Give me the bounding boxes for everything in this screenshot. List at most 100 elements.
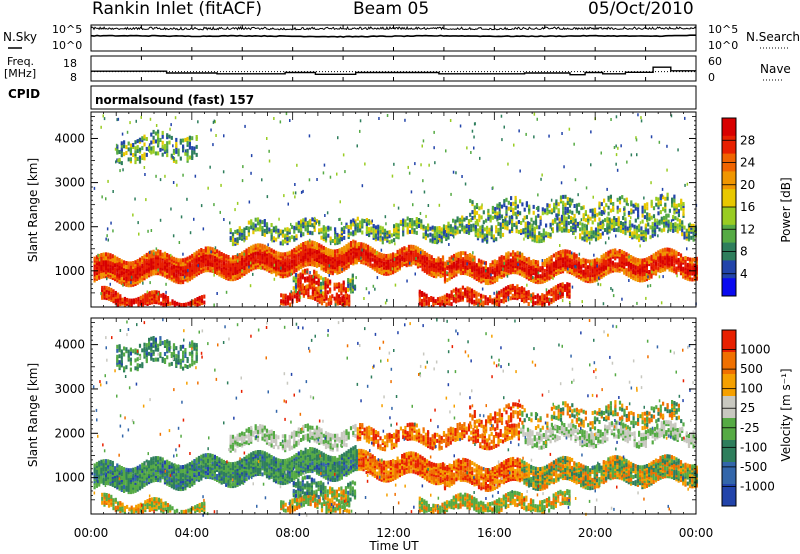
heatmap-cell xyxy=(641,209,644,214)
heatmap-cell xyxy=(155,296,158,301)
heatmap-cell xyxy=(627,273,630,278)
heatmap-cell xyxy=(393,224,396,229)
heatmap-cell xyxy=(318,228,321,233)
heatmap-cell xyxy=(500,271,503,275)
heatmap-cell xyxy=(263,219,266,223)
heatmap-cell xyxy=(541,207,544,212)
heatmap-cell xyxy=(247,226,250,231)
heatmap-cell xyxy=(675,203,678,208)
heatmap-cell xyxy=(302,218,305,223)
heatmap-cell xyxy=(300,219,303,224)
heatmap-cell xyxy=(410,244,413,249)
heatmap-cell xyxy=(119,294,122,299)
heatmap-cell xyxy=(585,236,588,241)
heatmap-cell xyxy=(412,252,415,257)
heatmap-cell xyxy=(155,290,158,295)
heatmap-cell xyxy=(277,228,280,233)
heatmap-cell xyxy=(582,205,585,210)
heatmap-cell xyxy=(565,222,568,227)
heatmap-cell xyxy=(489,295,492,300)
heatmap-cell xyxy=(476,222,480,227)
heatmap-cell xyxy=(320,301,324,306)
cpid-value: normalsound (fast) 157 xyxy=(95,93,254,107)
heatmap-cell xyxy=(531,227,534,232)
heatmap-cell xyxy=(593,258,596,263)
heatmap-cell xyxy=(334,227,337,232)
heatmap-cell xyxy=(557,260,560,265)
heatmap-cell xyxy=(473,146,475,150)
heatmap-cell xyxy=(445,225,448,230)
heatmap-cell xyxy=(161,152,164,157)
heatmap-cell xyxy=(666,192,669,197)
heatmap-cell xyxy=(561,267,565,272)
heatmap-cell xyxy=(669,222,672,227)
heatmap-cell xyxy=(367,262,370,267)
heatmap-cell xyxy=(532,204,535,209)
heatmap-cell xyxy=(412,244,415,249)
heatmap-cell xyxy=(374,229,377,234)
heatmap-cell xyxy=(462,257,465,262)
heatmap-cell xyxy=(691,277,694,282)
heatmap-cell xyxy=(396,249,399,254)
heatmap-cell xyxy=(238,253,241,257)
heatmap-cell xyxy=(301,283,304,288)
heatmap-cell xyxy=(225,254,228,259)
heatmap-cell xyxy=(641,213,644,218)
heatmap-cell xyxy=(146,296,149,300)
heatmap-cell xyxy=(552,273,555,278)
heatmap-cell xyxy=(491,276,494,281)
heatmap-cell xyxy=(630,255,633,259)
heatmap-cell xyxy=(448,276,451,281)
heatmap-cell xyxy=(571,251,573,255)
heatmap-cell xyxy=(616,262,619,267)
heatmap-cell xyxy=(690,223,693,228)
heatmap-cell xyxy=(688,257,692,262)
heatmap-cell xyxy=(554,289,557,294)
heatmap-cell xyxy=(496,203,499,208)
heatmap-cell xyxy=(624,217,627,222)
heatmap-cell xyxy=(191,253,194,258)
heatmap-cell xyxy=(245,266,248,271)
heatmap-cell xyxy=(532,300,535,305)
heatmap-cell xyxy=(204,246,207,251)
heatmap-cell xyxy=(227,255,230,259)
heatmap-cell xyxy=(498,214,501,218)
heatmap-cell xyxy=(618,196,622,201)
heatmap-cell xyxy=(668,208,671,213)
heatmap-cell xyxy=(405,253,408,258)
heatmap-cell xyxy=(525,132,527,136)
heatmap-cell xyxy=(552,261,555,266)
heatmap-cell xyxy=(404,219,407,224)
heatmap-cell xyxy=(281,252,284,257)
heatmap-cell xyxy=(463,225,466,230)
heatmap-cell xyxy=(650,199,653,204)
heatmap-cell xyxy=(254,255,257,260)
heatmap-cell xyxy=(348,298,351,303)
heatmap-cell xyxy=(405,247,408,252)
heatmap-cell xyxy=(175,137,178,142)
heatmap-cell xyxy=(561,263,565,268)
heatmap-cell xyxy=(377,230,380,235)
heatmap-cell xyxy=(684,256,687,260)
heatmap-cell xyxy=(477,258,481,263)
heatmap-cell xyxy=(538,231,541,236)
heatmap-cell xyxy=(319,285,323,290)
heatmap-cell xyxy=(381,236,384,241)
heatmap-cell xyxy=(154,139,157,144)
heatmap-cell xyxy=(614,268,617,273)
heatmap-cell xyxy=(135,297,138,302)
heatmap-cell xyxy=(309,218,312,223)
heatmap-cell xyxy=(459,263,462,268)
heatmap-cell xyxy=(361,230,364,235)
heatmap-cell xyxy=(152,139,155,144)
heatmap-cell xyxy=(238,226,241,231)
heatmap-cell xyxy=(336,232,339,237)
heatmap-cell xyxy=(522,218,525,223)
heatmap-cell xyxy=(469,198,472,203)
heatmap-cell xyxy=(107,286,111,291)
heatmap-cell xyxy=(294,195,296,199)
heatmap-cell xyxy=(394,242,396,246)
heatmap-cell xyxy=(125,269,128,273)
heatmap-cell xyxy=(470,298,474,303)
heatmap-cell xyxy=(531,231,534,236)
